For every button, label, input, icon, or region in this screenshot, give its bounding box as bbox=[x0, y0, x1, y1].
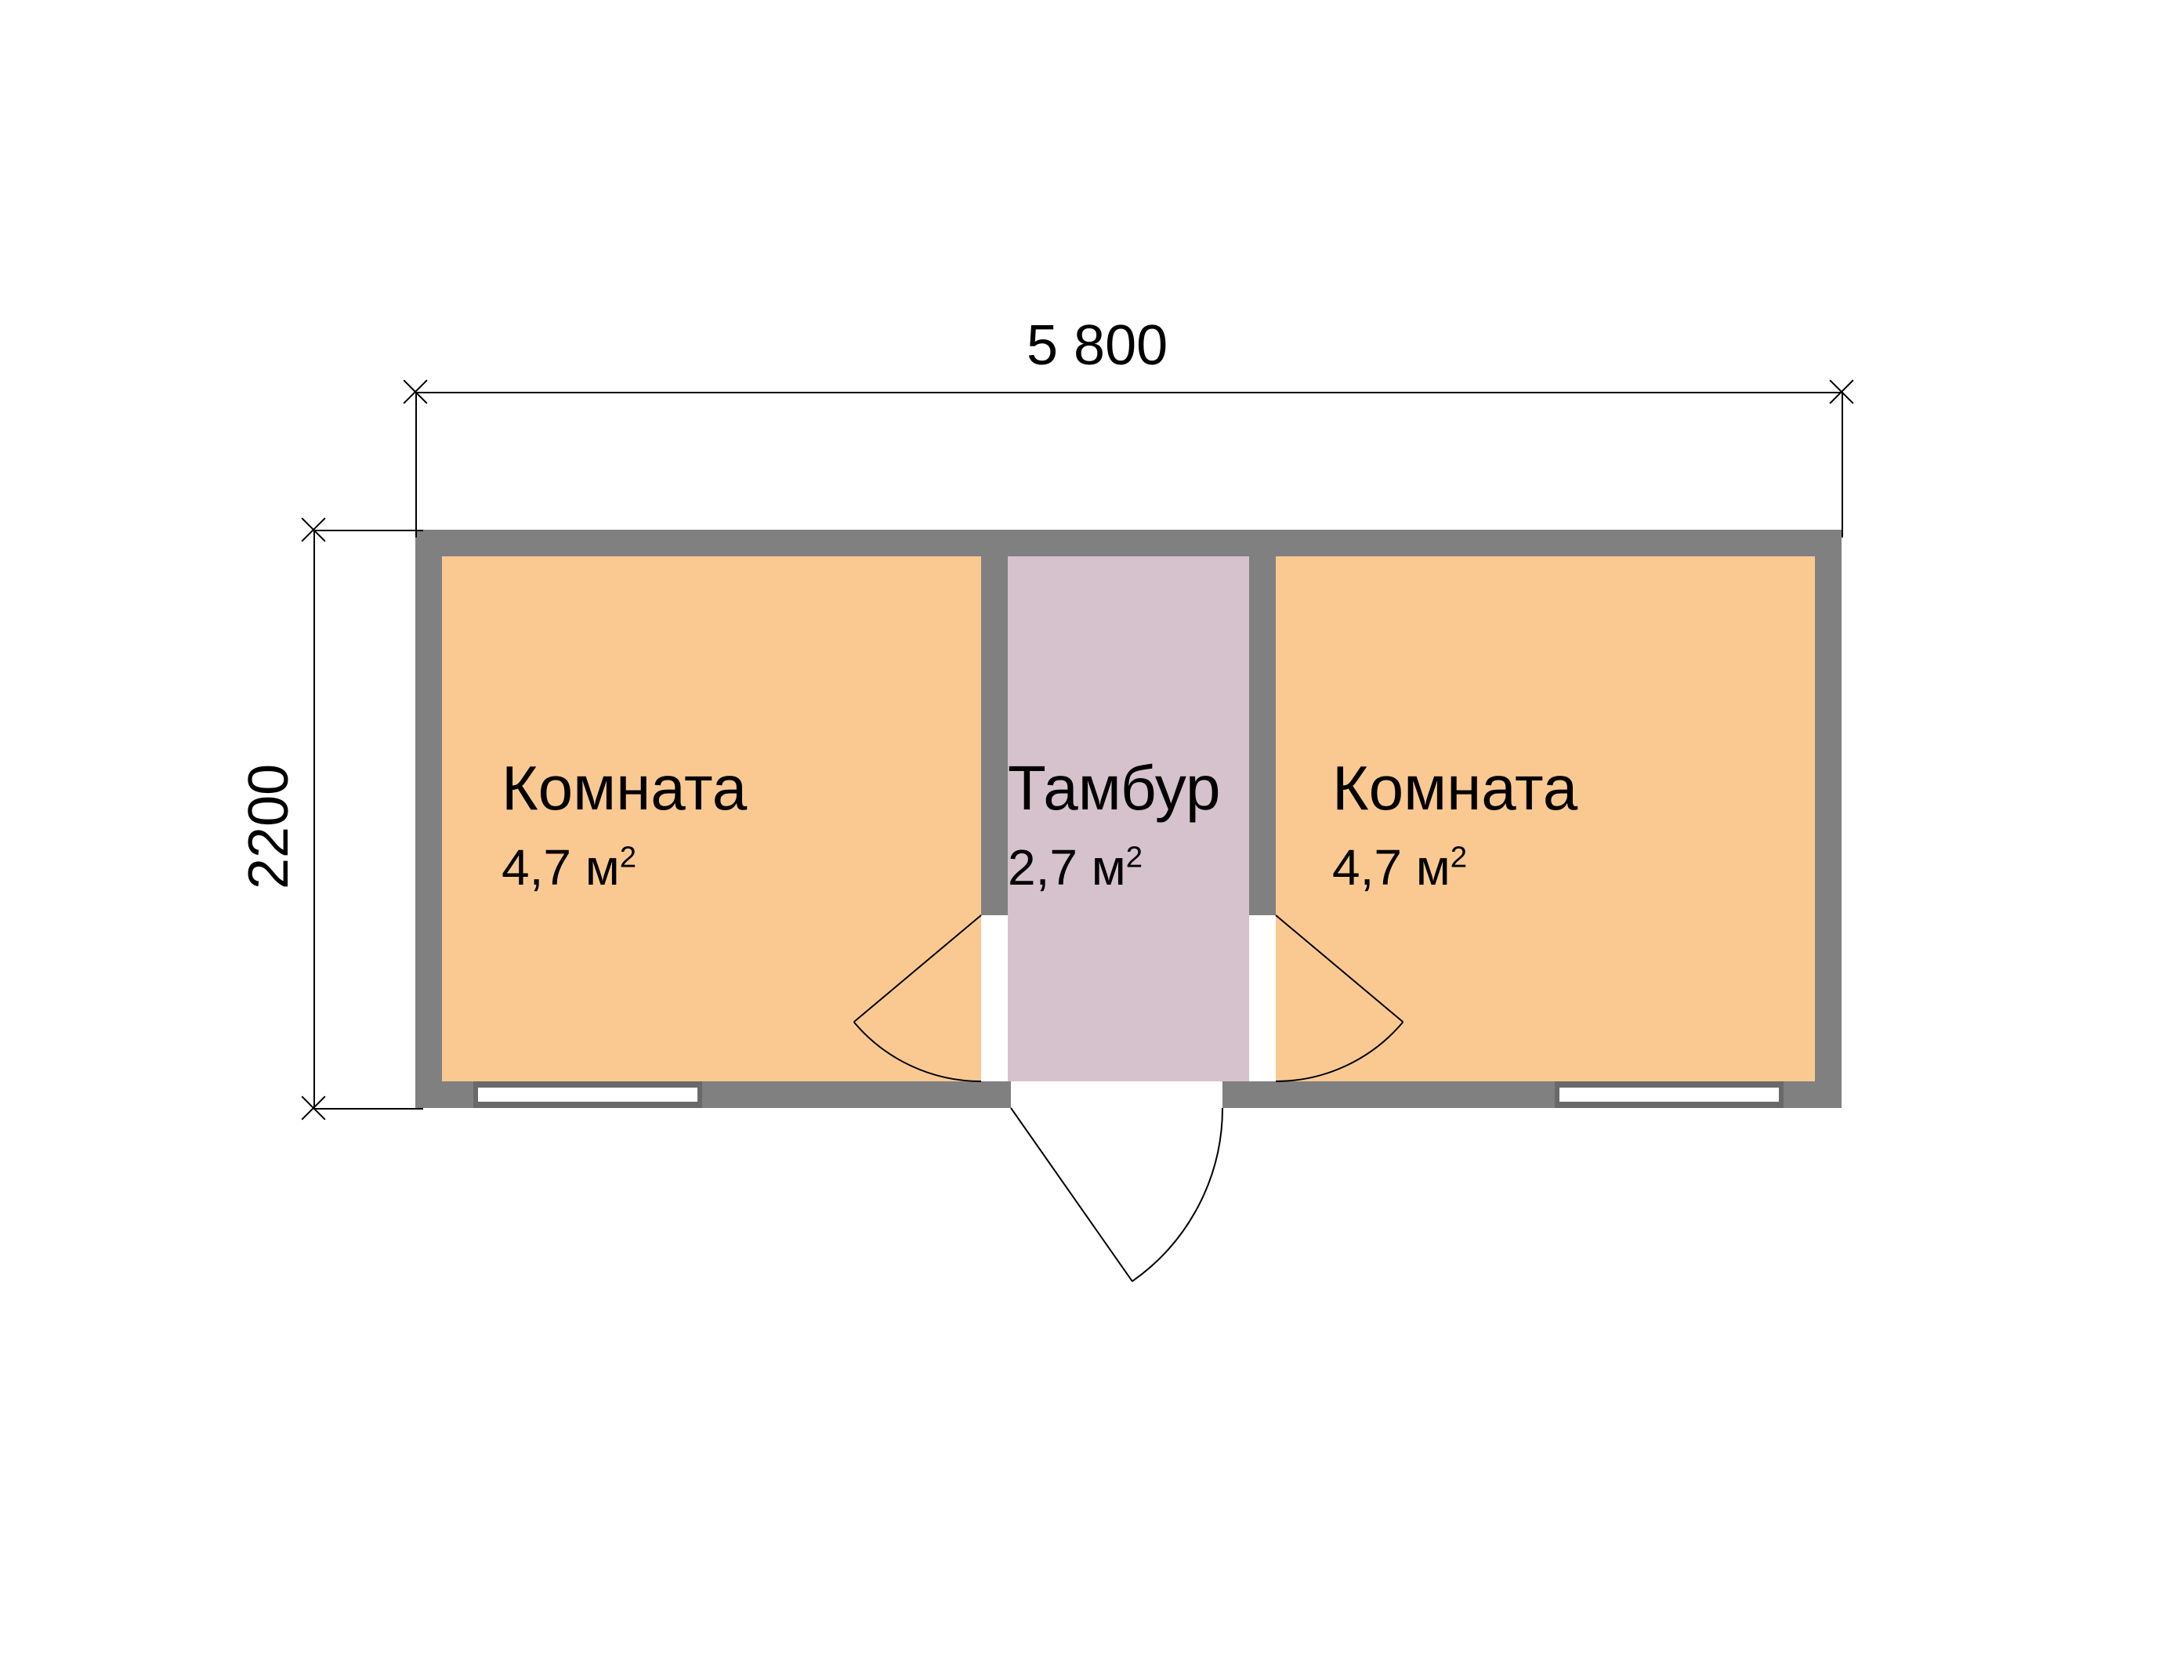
dim-top-tick-right bbox=[1830, 380, 1853, 404]
dim-left-ext-bottom bbox=[313, 1108, 423, 1110]
dim-left-ext-top bbox=[313, 530, 423, 531]
dim-top-ext-right bbox=[1842, 392, 1843, 538]
window-1 bbox=[1559, 1088, 1779, 1102]
dim-top-tick-left bbox=[404, 380, 427, 404]
entry-stub-right bbox=[1249, 1081, 1276, 1108]
door-arc bbox=[796, 893, 1226, 1323]
room-area-room-left: 4,7 м2 bbox=[502, 838, 636, 896]
wall-top bbox=[415, 530, 1842, 556]
room-name-room-left: Комната bbox=[502, 752, 747, 824]
dim-left-line bbox=[313, 530, 315, 1108]
dim-top-ext-left bbox=[415, 392, 417, 538]
dim-left-value: 2200 bbox=[237, 764, 301, 889]
wall-left bbox=[415, 530, 442, 1108]
dim-top-value: 5 800 bbox=[1027, 313, 1168, 378]
dim-left-tick-top bbox=[302, 518, 325, 541]
dim-left-tick-bottom bbox=[302, 1096, 325, 1120]
room-area-room-right: 4,7 м2 bbox=[1332, 838, 1467, 896]
dim-top-line bbox=[415, 392, 1842, 393]
floorplan-canvas: www.domizev...Комната4,7 м2Тамбур2,7 м2К… bbox=[0, 0, 2184, 1680]
room-name-vestibule: Тамбур bbox=[1008, 752, 1221, 824]
wall-right bbox=[1815, 530, 1842, 1108]
window-0 bbox=[478, 1088, 697, 1102]
room-area-vestibule: 2,7 м2 bbox=[1008, 838, 1143, 896]
room-name-room-right: Комната bbox=[1332, 752, 1577, 824]
